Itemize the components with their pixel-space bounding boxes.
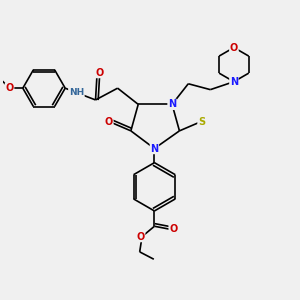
Text: O: O: [136, 232, 145, 242]
Text: O: O: [169, 224, 177, 234]
Text: O: O: [96, 68, 104, 78]
Text: N: N: [230, 77, 238, 87]
Text: N: N: [150, 143, 158, 154]
Text: S: S: [198, 117, 205, 127]
Text: O: O: [230, 43, 238, 52]
Text: N: N: [168, 99, 176, 110]
Text: NH: NH: [69, 88, 84, 97]
Text: O: O: [105, 117, 113, 127]
Text: O: O: [5, 83, 14, 93]
